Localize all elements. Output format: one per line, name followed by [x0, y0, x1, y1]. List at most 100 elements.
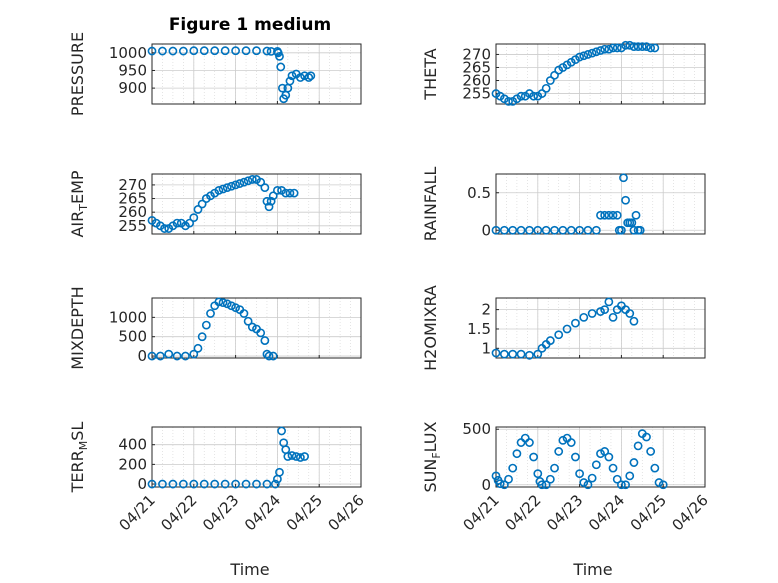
data-point: [300, 452, 309, 461]
data-point: [604, 210, 614, 220]
data-point: [178, 46, 188, 56]
data-point: [289, 188, 299, 198]
y-axis-label: TERRMSL: [68, 422, 90, 494]
y-tick-label: 260: [118, 203, 147, 221]
data-point: [218, 184, 228, 194]
data-point: [306, 71, 316, 81]
data-point: [642, 42, 651, 52]
data-point: [612, 43, 622, 53]
data-point: [181, 351, 190, 361]
data-point: [499, 480, 509, 490]
data-point: [278, 83, 287, 93]
data-point: [262, 46, 272, 56]
data-point: [575, 469, 584, 479]
data-point: [243, 316, 253, 326]
data-point: [596, 307, 605, 316]
data-point: [275, 467, 284, 477]
data-point: [629, 316, 639, 326]
data-point: [562, 324, 572, 334]
data-point: [491, 471, 501, 481]
data-point: [147, 351, 157, 361]
subplot-h2omixra: 11.52 H2OMIXRA: [421, 285, 706, 371]
data-point: [266, 196, 276, 206]
data-point: [197, 199, 207, 209]
data-point: [199, 46, 209, 56]
data-point: [508, 463, 518, 473]
data-point: [268, 191, 278, 201]
data-point: [220, 46, 230, 56]
data-point: [550, 463, 559, 473]
axes-box: [495, 426, 706, 488]
data-point: [201, 320, 211, 330]
data-point: [495, 479, 505, 489]
y-tick-label: 1000: [109, 308, 147, 326]
data-point: [256, 328, 266, 338]
y-tick-label: 200: [118, 455, 147, 473]
data-point: [537, 480, 547, 490]
data-point: [241, 46, 251, 56]
data-point: [575, 225, 584, 235]
data-point: [596, 46, 605, 55]
data-point: [499, 349, 509, 359]
data-point: [193, 205, 203, 214]
data-point: [571, 452, 580, 462]
data-point: [206, 309, 215, 318]
data-point: [158, 46, 167, 56]
data-point: [247, 175, 257, 184]
data-point: [625, 40, 635, 50]
data-point: [621, 195, 630, 205]
data-point: [650, 43, 660, 53]
data-point: [575, 52, 584, 62]
figure-title: Figure 1 medium: [169, 15, 331, 35]
data-point: [566, 438, 576, 447]
data-point: [633, 42, 643, 52]
data-point: [295, 73, 305, 82]
data-point: [571, 318, 580, 328]
data-point: [637, 42, 647, 52]
axes-box: [151, 173, 362, 235]
subplot-rainfall: 0 0.5 RAINFALL: [421, 167, 706, 241]
y-tick-label: 0.5: [467, 184, 491, 202]
y-tick-label: 0: [481, 221, 491, 239]
y-tick-label: 2: [481, 301, 491, 319]
data-point: [504, 96, 513, 106]
data-point: [252, 479, 261, 489]
data-point: [583, 225, 593, 235]
data-point: [617, 480, 626, 490]
data-point: [218, 298, 228, 308]
data-point: [545, 336, 555, 345]
y-tick-label: 265: [118, 190, 147, 208]
data-point: [199, 479, 209, 489]
data-point: [579, 51, 589, 61]
y-axis-label: MIXDEPTH: [68, 286, 87, 369]
data-point: [558, 225, 568, 235]
data-point: [533, 469, 543, 479]
data-point: [239, 177, 249, 187]
data-point: [583, 480, 593, 490]
data-point: [504, 474, 513, 484]
data-point: [604, 44, 614, 54]
data-point: [550, 70, 559, 80]
data-point: [604, 452, 614, 462]
data-point: [633, 441, 643, 451]
y-tick-label: 950: [118, 61, 147, 79]
data-point: [579, 312, 589, 322]
data-point: [658, 480, 668, 490]
y-tick-label: 500: [462, 420, 491, 438]
data-point: [189, 349, 199, 359]
data-point: [262, 196, 272, 206]
data-point: [537, 89, 547, 98]
data-point: [621, 480, 630, 490]
data-point: [158, 479, 167, 489]
y-tick-label: 255: [118, 217, 147, 235]
y-tick-label: 1: [481, 339, 491, 357]
data-point: [591, 47, 601, 57]
data-point: [508, 349, 518, 359]
data-point: [516, 91, 526, 101]
data-point: [516, 349, 526, 359]
data-point: [214, 297, 224, 307]
data-point: [583, 50, 593, 59]
data-point: [541, 480, 551, 490]
data-point: [642, 432, 651, 442]
